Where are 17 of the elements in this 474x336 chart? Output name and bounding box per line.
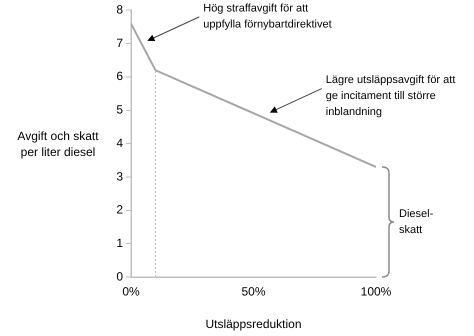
- x-tick-label: 50%: [241, 284, 266, 299]
- annotation: Hög straffavgift för att uppfylla förnybartdirektivet: [203, 2, 332, 30]
- y-tick-label: 7: [116, 36, 124, 50]
- x-axis-title: Utsläppsreduktion: [205, 317, 302, 332]
- x-tick-label: 100%: [360, 284, 392, 299]
- text: Diesel-skatt: [399, 208, 434, 236]
- y-tick-label: 0: [116, 269, 124, 284]
- y-tick-label: 4: [116, 136, 124, 150]
- annotation: Lägre utsläppsavgift för att ge incitament till större inblandning: [326, 74, 456, 118]
- y-tick-label: 2: [116, 202, 124, 217]
- y-axis-title: Avgift och skatt per liter diesel: [16, 128, 100, 160]
- y-tick-label: 5: [116, 102, 124, 117]
- y-tick-label: 1: [116, 236, 124, 250]
- y-tick-label: 3: [116, 169, 124, 184]
- y-tick-label: 6: [116, 69, 124, 84]
- y-tick-label: 8: [116, 2, 124, 17]
- x-tick-label: 0%: [122, 284, 140, 299]
